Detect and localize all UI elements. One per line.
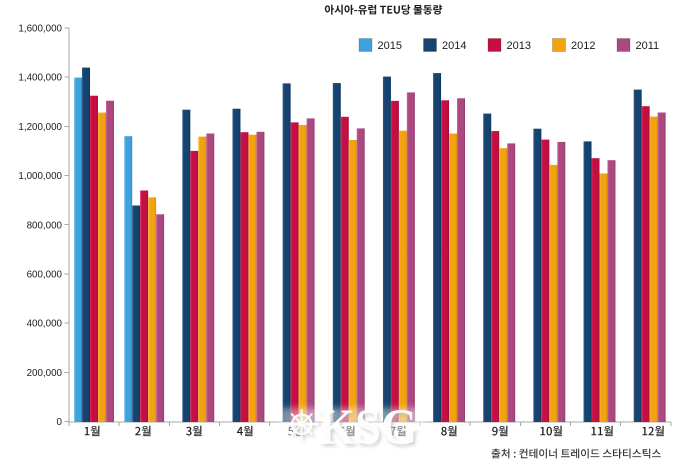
svg-text:1,000,000: 1,000,000 (18, 171, 62, 182)
svg-text:1,200,000: 1,200,000 (18, 122, 62, 133)
svg-text:KSG: KSG (321, 402, 420, 458)
svg-text:2015: 2015 (378, 40, 402, 52)
svg-text:200,000: 200,000 (27, 368, 63, 379)
svg-text:KSG: KSG (319, 400, 418, 456)
svg-text:2013: 2013 (507, 40, 531, 52)
svg-text:800,000: 800,000 (27, 220, 63, 231)
svg-text:1,600,000: 1,600,000 (18, 24, 62, 35)
svg-text:400,000: 400,000 (27, 319, 63, 330)
svg-text:2014: 2014 (442, 40, 466, 52)
svg-text:1,400,000: 1,400,000 (18, 73, 62, 84)
svg-text:2011: 2011 (636, 40, 660, 52)
svg-text:600,000: 600,000 (27, 270, 63, 281)
svg-text:2012: 2012 (571, 40, 595, 52)
svg-text:0: 0 (57, 417, 63, 428)
